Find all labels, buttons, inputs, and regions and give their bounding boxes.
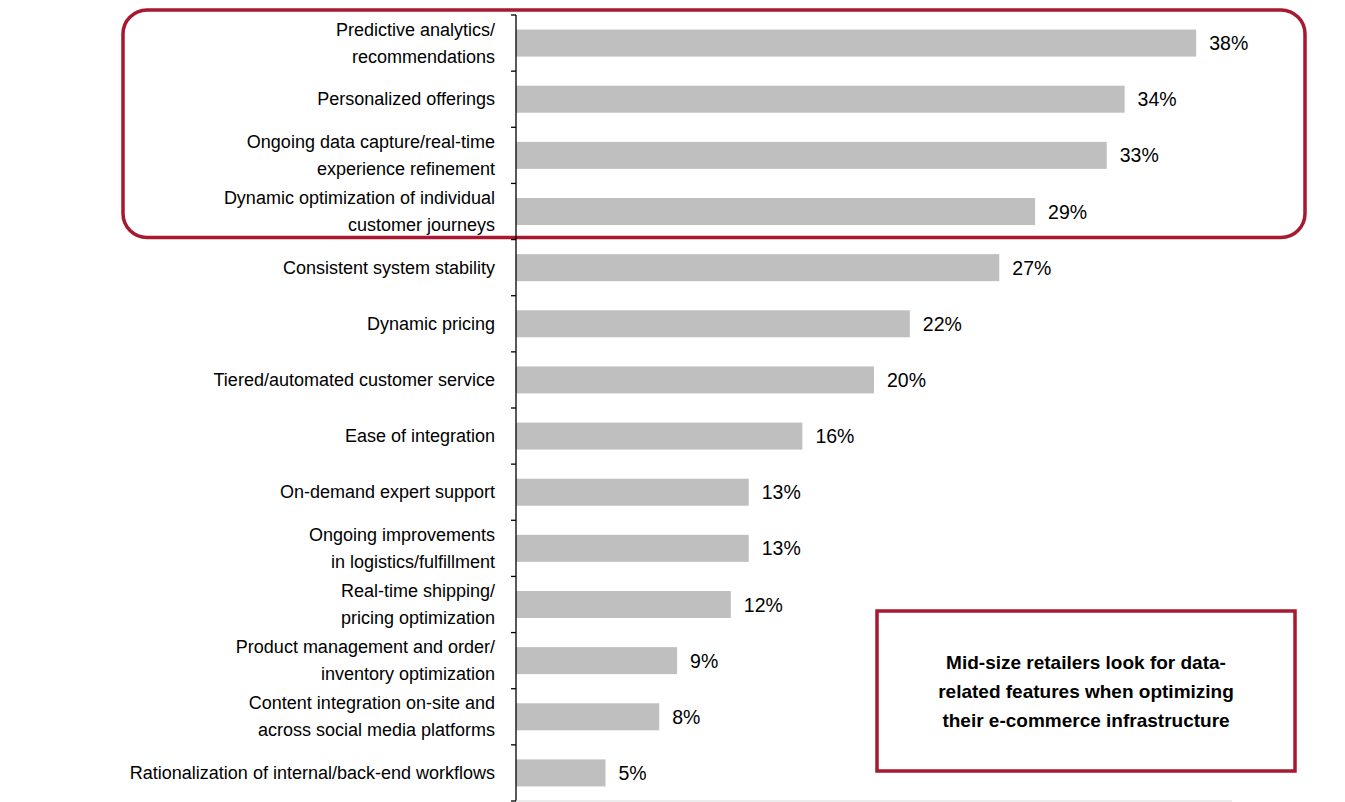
category-tick	[511, 800, 516, 801]
data-label: 13%	[762, 537, 801, 559]
category-tick	[511, 351, 516, 352]
bar	[516, 310, 910, 337]
category-tick	[511, 183, 516, 184]
category-tick	[511, 239, 516, 240]
bar	[516, 254, 999, 281]
data-label: 5%	[619, 762, 647, 784]
bar	[516, 142, 1107, 169]
category-label: On-demand expert support	[280, 482, 495, 502]
category-tick	[511, 576, 516, 577]
data-label: 33%	[1120, 144, 1159, 166]
category-label: Consistent system stability	[283, 258, 495, 278]
bar	[516, 423, 802, 450]
data-label: 20%	[887, 369, 926, 391]
data-label: 8%	[672, 706, 700, 728]
category-tick	[511, 295, 516, 296]
bar	[516, 198, 1035, 225]
bar	[516, 759, 606, 786]
category-label: Ongoing improvementsin logistics/fulfill…	[309, 525, 495, 572]
category-label: Personalized offerings	[317, 89, 495, 109]
data-label: 9%	[690, 650, 718, 672]
annotation-box	[877, 611, 1295, 771]
bar	[516, 703, 659, 730]
data-label: 29%	[1048, 201, 1087, 223]
category-tick	[511, 407, 516, 408]
chart-container: 38% Predictive analytics/recommendations 3…	[0, 0, 1345, 802]
category-label: Real-time shipping/pricing optimization	[341, 581, 495, 628]
data-label: 27%	[1012, 257, 1051, 279]
data-label: 16%	[815, 425, 854, 447]
category-tick	[511, 70, 516, 71]
category-tick	[511, 127, 516, 128]
category-tick	[511, 520, 516, 521]
category-tick	[511, 463, 516, 464]
category-tick	[511, 744, 516, 745]
bar	[516, 535, 749, 562]
bar	[516, 479, 749, 506]
category-tick	[511, 14, 516, 15]
chart-svg: 38% Predictive analytics/recommendations 3…	[0, 0, 1345, 802]
category-label: Ease of integration	[345, 426, 495, 446]
bar	[516, 591, 731, 618]
category-tick	[511, 632, 516, 633]
data-label: 22%	[923, 313, 962, 335]
category-tick	[511, 688, 516, 689]
data-label: 13%	[762, 481, 801, 503]
data-label: 34%	[1138, 88, 1177, 110]
value-axis	[516, 801, 1232, 802]
category-label: Ongoing data capture/real-timeexperience…	[247, 132, 495, 179]
category-label: Product management and order/inventory o…	[236, 637, 495, 684]
category-label: Tiered/automated customer service	[214, 370, 495, 390]
bar	[516, 366, 874, 393]
bar	[516, 30, 1196, 57]
category-label: Content integration on-site andacross so…	[249, 693, 495, 740]
bar	[516, 86, 1125, 113]
data-label: 12%	[744, 594, 783, 616]
category-label: Predictive analytics/recommendations	[336, 20, 495, 67]
highlight-frame	[123, 10, 1305, 238]
bar	[516, 647, 677, 674]
category-label: Dynamic optimization of individualcustom…	[224, 188, 495, 235]
category-label: Dynamic pricing	[367, 314, 495, 334]
data-label: 38%	[1209, 32, 1248, 54]
category-label: Rationalization of internal/back-end wor…	[130, 763, 495, 783]
annotation: Mid-size retailers look for data-related…	[938, 652, 1234, 731]
